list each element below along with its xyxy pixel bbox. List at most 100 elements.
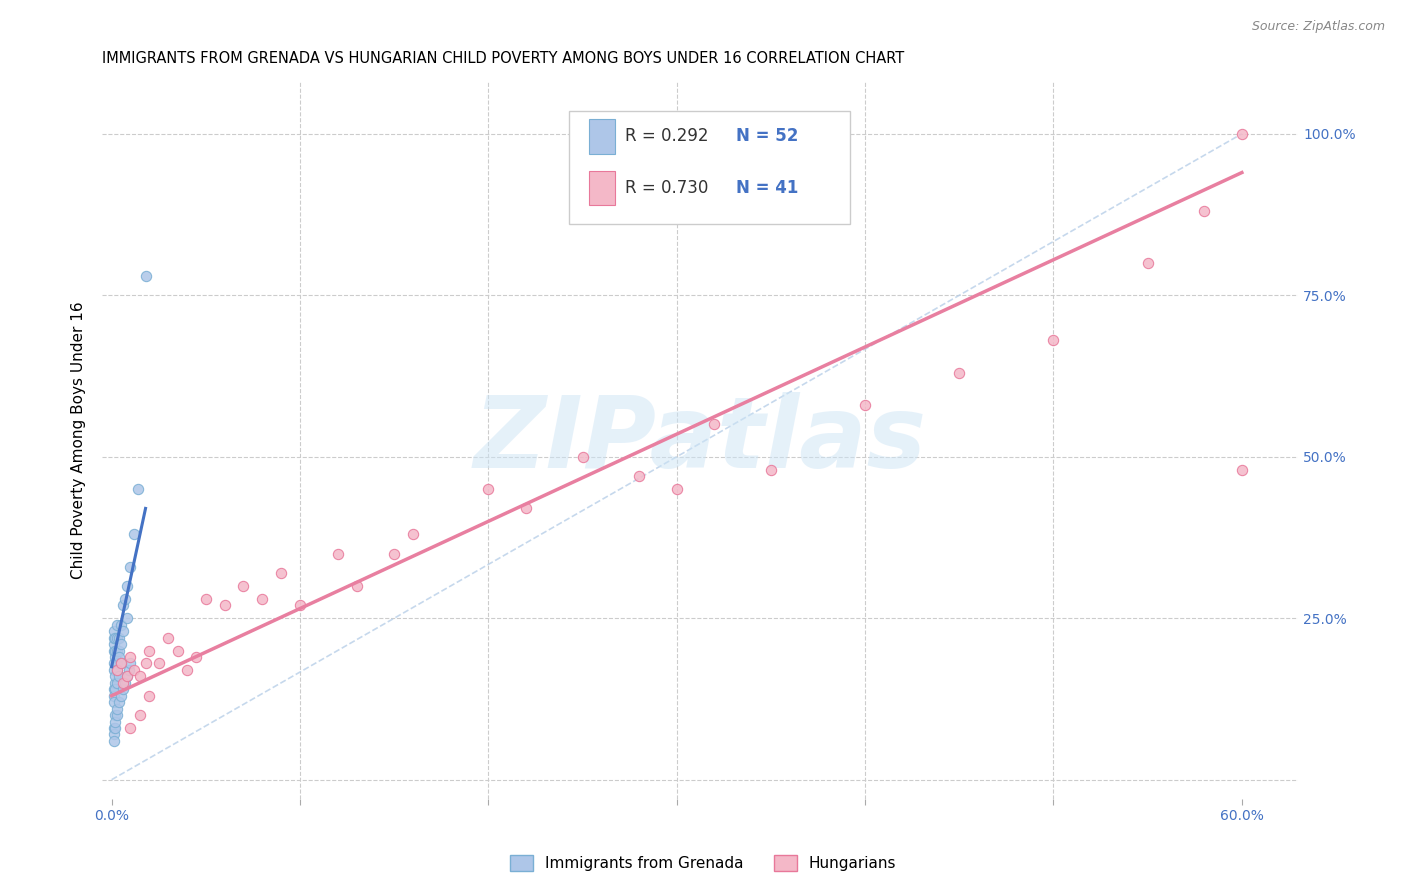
Point (105, 708, 128, 723)
Point (111, 675, 134, 690)
Point (104, 675, 127, 690)
Point (104, 643, 127, 657)
Point (105, 643, 128, 657)
Text: Source: ZipAtlas.com: Source: ZipAtlas.com (1251, 20, 1385, 33)
Point (127, 482, 149, 496)
Text: N = 52: N = 52 (737, 127, 799, 145)
Point (103, 624, 125, 639)
Point (120, 650, 142, 665)
Point (110, 657, 132, 671)
Point (665, 482, 688, 496)
Point (104, 714, 127, 729)
Point (120, 559, 142, 574)
FancyBboxPatch shape (568, 111, 849, 224)
Point (326, 547, 349, 561)
Point (104, 631, 127, 645)
Legend: Immigrants from Grenada, Hungarians: Immigrants from Grenada, Hungarians (503, 849, 903, 877)
Point (128, 669, 150, 683)
Point (103, 689, 125, 703)
Point (110, 657, 132, 671)
Point (110, 617, 132, 632)
Point (853, 398, 876, 412)
Point (346, 579, 368, 593)
Point (105, 663, 128, 677)
Point (477, 482, 499, 496)
Point (103, 643, 125, 657)
Point (402, 527, 425, 541)
Point (115, 669, 138, 683)
Point (1230, 127, 1253, 141)
Point (103, 637, 125, 651)
Point (270, 566, 292, 580)
Point (105, 701, 128, 715)
Point (948, 366, 970, 380)
Point (105, 657, 128, 671)
Point (111, 599, 134, 613)
Point (288, 599, 311, 613)
Point (105, 663, 128, 677)
Point (114, 675, 136, 690)
Point (105, 617, 128, 632)
Point (115, 579, 138, 593)
Point (103, 682, 125, 697)
Point (186, 650, 208, 665)
Point (103, 663, 125, 677)
Point (122, 663, 145, 677)
Point (103, 657, 125, 671)
Point (135, 268, 157, 283)
Point (515, 501, 537, 516)
Point (108, 669, 131, 683)
Point (115, 669, 138, 683)
Text: ZIPatlas: ZIPatlas (474, 392, 927, 489)
Point (703, 417, 725, 432)
Point (128, 708, 150, 723)
Point (1042, 334, 1064, 348)
Point (252, 591, 274, 606)
Point (1230, 463, 1253, 477)
Point (110, 689, 132, 703)
Point (759, 463, 782, 477)
Point (148, 657, 170, 671)
Point (103, 721, 125, 735)
Point (157, 631, 180, 645)
Point (104, 650, 127, 665)
Text: N = 41: N = 41 (737, 178, 799, 196)
Point (103, 695, 125, 709)
Point (194, 591, 217, 606)
Text: R = 0.730: R = 0.730 (624, 178, 709, 196)
Point (104, 669, 127, 683)
Point (1192, 204, 1215, 219)
Point (105, 675, 128, 690)
Y-axis label: Child Poverty Among Boys Under 16: Child Poverty Among Boys Under 16 (72, 301, 86, 580)
Point (138, 643, 160, 657)
Point (120, 721, 142, 735)
Point (110, 637, 132, 651)
Point (138, 689, 160, 703)
Point (117, 663, 139, 677)
Point (108, 650, 131, 665)
Point (120, 657, 142, 671)
Point (108, 643, 131, 657)
Point (382, 547, 405, 561)
Point (105, 631, 128, 645)
Bar (589, 171, 616, 205)
Point (108, 631, 131, 645)
Point (114, 591, 136, 606)
Point (122, 527, 145, 541)
Point (232, 579, 254, 593)
Point (111, 682, 134, 697)
Point (115, 611, 138, 625)
Point (103, 734, 125, 748)
Point (135, 657, 157, 671)
Point (176, 663, 198, 677)
Text: R = 0.292: R = 0.292 (624, 127, 709, 145)
Point (571, 450, 593, 464)
Point (1136, 256, 1159, 270)
Point (628, 469, 651, 483)
Point (104, 721, 127, 735)
Point (166, 643, 188, 657)
Point (103, 727, 125, 741)
Point (111, 624, 134, 639)
Point (104, 682, 127, 697)
Point (103, 631, 125, 645)
